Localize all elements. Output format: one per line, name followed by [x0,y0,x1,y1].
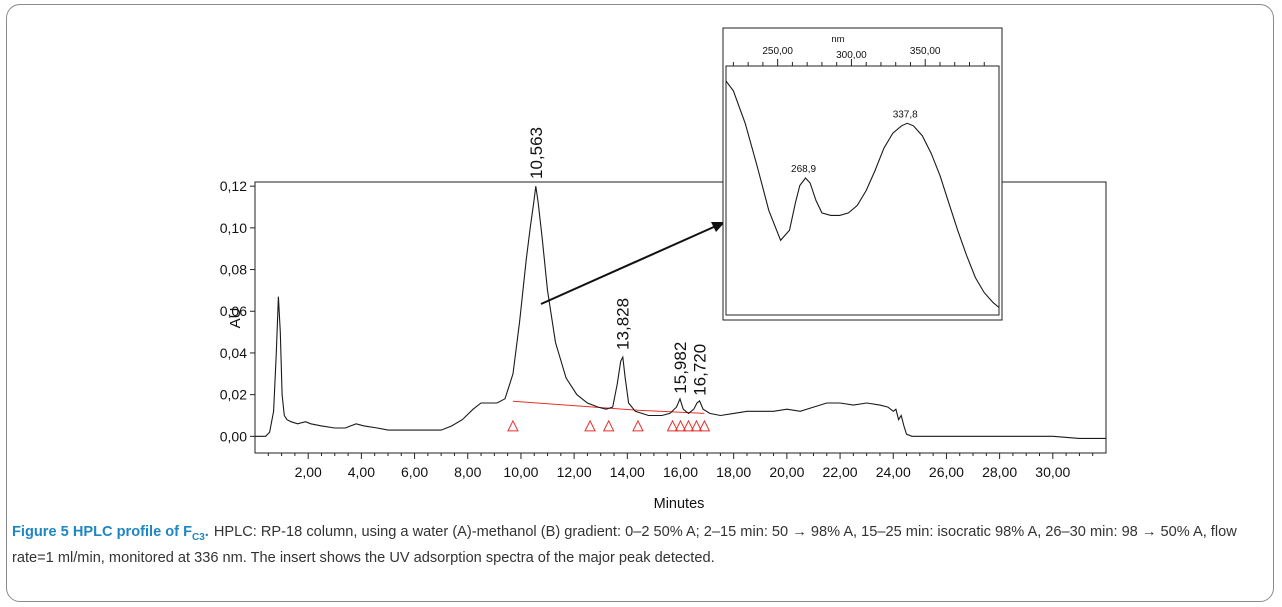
x-tick-label: 8,00 [454,464,481,480]
inset-peak-label: 268,9 [791,164,816,175]
figure-caption: Figure 5 HPLC profile of FC3. HPLC: RP-18… [12,522,1267,569]
baseline-marker [698,419,711,432]
inset-x-axis-ticks: 250,00 300,00 350,00 [732,46,985,66]
baseline-marker [602,419,615,432]
y-axis-label: AU [227,308,244,329]
caption-text: HPLC: RP-18 column, using a water (A)-me… [12,524,1237,566]
y-tick-label: 0,04 [220,345,247,361]
inset-x-axis-label: nm [831,34,844,45]
inset-peak-label: 337,8 [893,109,918,120]
integration-baseline [507,400,711,432]
inset-plot-frame [725,65,1000,316]
x-tick-label: 14,00 [610,464,645,480]
inset-peak-labels: 268,9 337,8 [791,109,918,175]
x-tick-label: 4,00 [348,464,375,480]
hplc-chromatogram: 0,00 0,02 0,04 0,06 0,08 0,10 0,12 2,00 4,00 6,0… [220,127,1107,512]
annotation-arrow-head [711,222,725,232]
y-tick-label: 0,08 [220,262,247,278]
baseline-marker [584,419,596,432]
chromatogram-trace [255,186,1106,439]
y-axis-ticks: 0,00 0,02 0,04 0,06 0,08 0,10 0,12 [220,178,255,444]
y-tick-label: 0,02 [220,387,247,403]
figure-frame [6,4,1274,602]
peak-label: 13,828 [614,298,633,350]
uv-spectrum-trace [725,80,1000,308]
inset-x-tick-label: 250,00 [762,46,793,57]
x-tick-label: 2,00 [295,464,322,480]
x-axis-ticks: 2,00 4,00 6,00 8,00 10,00 12,00 14,00 16,00 18,0… [267,453,1094,480]
x-tick-label: 18,00 [716,464,751,480]
inset-outer-frame [722,27,1003,321]
baseline-marker [507,419,519,432]
peak-label: 15,982 [671,342,690,394]
inset-x-tick-label: 300,00 [836,50,867,61]
peak-label: 10,563 [527,127,546,179]
x-tick-label: 10,00 [503,464,538,480]
inset-x-tick-label: 350,00 [910,46,941,57]
x-tick-label: 22,00 [823,464,858,480]
x-axis-label: Minutes [654,496,705,512]
peak-label: 16,720 [691,344,710,396]
y-tick-label: 0,00 [220,428,247,444]
y-tick-label: 0,12 [220,178,247,194]
x-tick-label: 20,00 [769,464,804,480]
baseline-marker [682,419,695,432]
x-tick-label: 28,00 [982,464,1017,480]
x-tick-label: 12,00 [557,464,592,480]
x-tick-label: 26,00 [929,464,964,480]
baseline-marker [666,419,679,432]
x-tick-label: 6,00 [401,464,428,480]
x-tick-label: 16,00 [663,464,698,480]
baseline-marker [690,419,703,432]
annotation-arrow-line [540,225,717,305]
x-tick-label: 30,00 [1035,464,1070,480]
baseline-marker [674,419,687,432]
baseline-line [512,400,705,414]
caption-figure-label: Figure 5 HPLC profile of FC3. [12,524,209,543]
uv-spectrum-inset: 250,00 300,00 350,00 nm 268,9 337,8 [722,27,1003,321]
x-tick-label: 24,00 [876,464,911,480]
peak-labels: 10,563 13,828 15,982 16,720 [527,127,710,396]
baseline-marker [632,419,644,432]
y-tick-label: 0,10 [220,220,247,236]
y-tick-label: 0,06 [220,303,247,319]
